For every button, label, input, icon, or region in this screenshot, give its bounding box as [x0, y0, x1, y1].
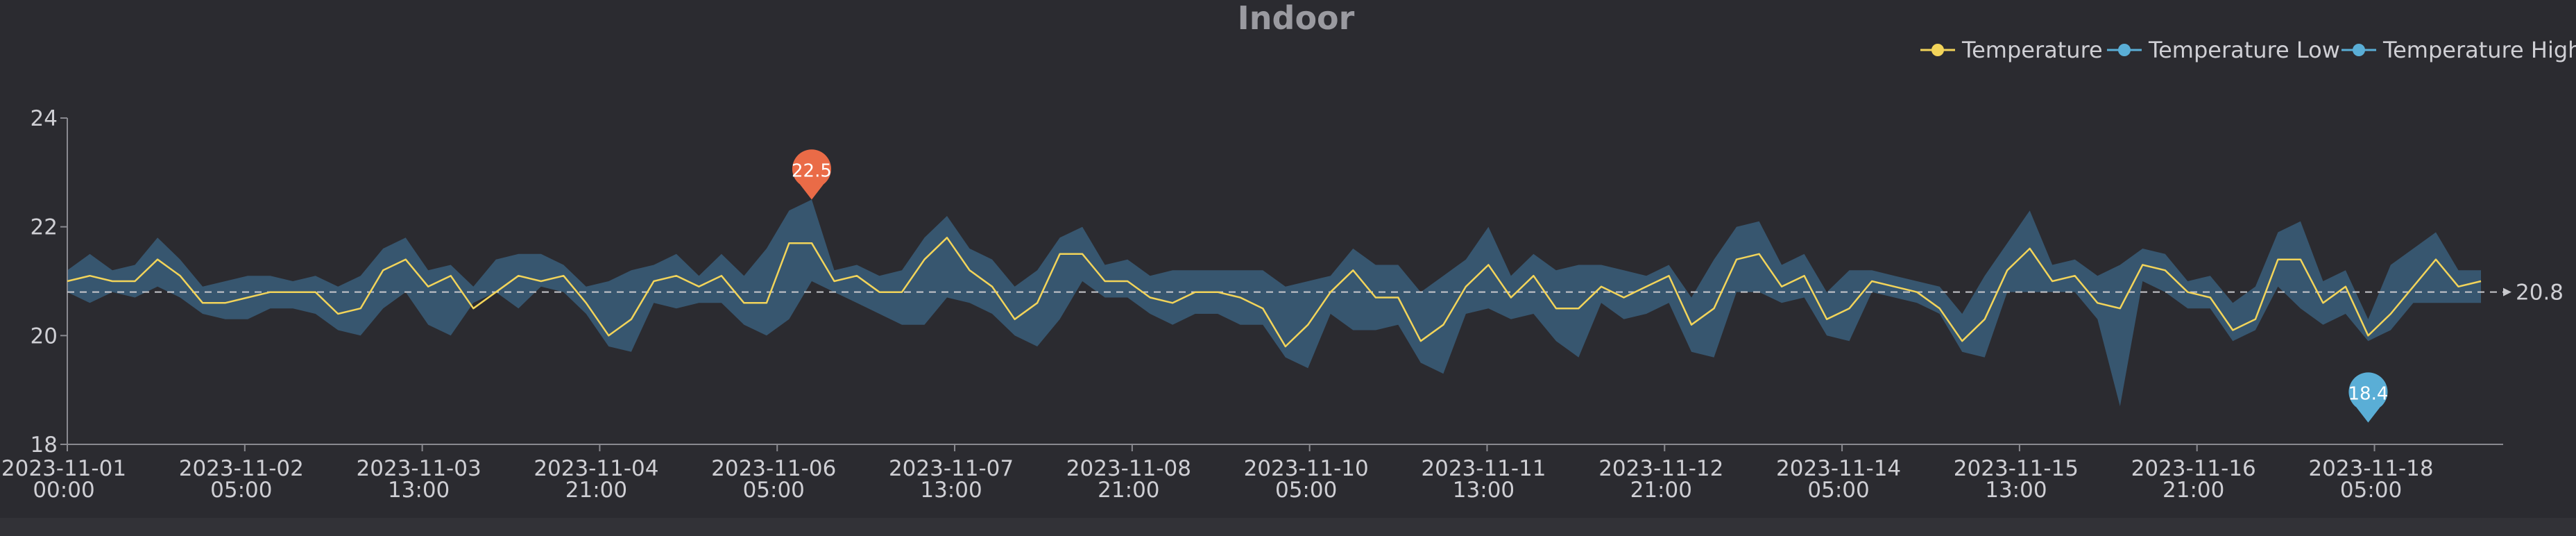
- x-tick-label-date: 2023-11-10: [1244, 456, 1369, 481]
- legend-label: Temperature: [1961, 37, 2103, 63]
- y-tick-layer: 24 22 20 18: [31, 106, 67, 458]
- x-tick-label-time: 05:00: [1275, 478, 1337, 503]
- x-tick-label-time: 21:00: [1098, 478, 1159, 503]
- x-tick-label-date: 2023-11-03: [357, 456, 481, 481]
- x-tick-label-date: 2023-11-08: [1066, 456, 1191, 481]
- x-tick-label-date: 2023-11-02: [179, 456, 304, 481]
- x-tick-label-time: 21:00: [565, 478, 627, 503]
- x-tick-layer: 2023-11-0100:002023-11-0205:002023-11-03…: [1, 444, 2434, 503]
- x-tick-label-date: 2023-11-14: [1776, 456, 1901, 481]
- x-tick-label-date: 2023-11-12: [1598, 456, 1723, 481]
- x-tick-label-time: 05:00: [2340, 478, 2402, 503]
- x-tick-label-date: 2023-11-16: [2131, 456, 2256, 481]
- x-tick-label-date: 2023-11-11: [1421, 456, 1546, 481]
- x-tick-label-date: 2023-11-15: [1954, 456, 2079, 481]
- average-line-layer: 20.8: [67, 280, 2564, 305]
- y-tick-label: 20: [31, 324, 58, 349]
- pin-shape: [2348, 372, 2388, 423]
- temperature-range-band: [67, 199, 2481, 407]
- legend-item: Temperature: [1920, 37, 2103, 63]
- legend-item: Temperature High: [2342, 37, 2576, 63]
- legend-item: Temperature Low: [2107, 37, 2340, 63]
- legend: Temperature Temperature Low Temperature Hi…: [1920, 37, 2576, 63]
- x-tick-label-date: 2023-11-06: [711, 456, 836, 481]
- range-band-layer: [67, 199, 2481, 407]
- x-tick-label-time: 05:00: [1807, 478, 1869, 503]
- y-tick-label: 24: [31, 106, 58, 131]
- x-tick-label-time: 21:00: [2163, 478, 2224, 503]
- x-tick-label-time: 13:00: [388, 478, 450, 503]
- bottom-bar: [0, 518, 2576, 536]
- temperature-line-layer: [67, 237, 2482, 348]
- pin-shape: [792, 149, 831, 200]
- pin-label: 22.5: [792, 161, 832, 182]
- temperature-line: [67, 237, 2482, 348]
- mark-point-max: 22.5: [792, 149, 832, 200]
- average-line-label: 20.8: [2516, 280, 2564, 305]
- mark-point-min: 18.4: [2348, 372, 2388, 423]
- x-tick-label-time: 05:00: [743, 478, 805, 503]
- x-tick-label-time: 13:00: [1453, 478, 1515, 503]
- x-tick-label-time: 13:00: [1985, 478, 2047, 503]
- average-line-arrow: [2503, 287, 2511, 296]
- x-tick-label-date: 2023-11-04: [534, 456, 658, 481]
- chart-title: Indoor: [1238, 0, 1355, 37]
- x-tick-label-time: 00:00: [33, 478, 94, 503]
- mark-point-layer: 22.5 18.4: [792, 149, 2388, 423]
- legend-swatch-dot: [1931, 44, 1944, 56]
- legend-label: Temperature Low: [2148, 37, 2340, 63]
- x-tick-label-date: 2023-11-18: [2308, 456, 2433, 481]
- legend-swatch-dot: [2118, 44, 2131, 56]
- pin-label: 18.4: [2348, 384, 2388, 405]
- x-tick-label-time: 13:00: [920, 478, 982, 503]
- x-tick-label-time: 21:00: [1630, 478, 1692, 503]
- x-tick-label-time: 05:00: [210, 478, 272, 503]
- legend-label: Temperature High: [2382, 37, 2576, 63]
- y-tick-label: 18: [31, 433, 58, 458]
- x-tick-label-date: 2023-11-01: [1, 456, 126, 481]
- x-tick-label-date: 2023-11-07: [889, 456, 1014, 481]
- legend-swatch-dot: [2353, 44, 2365, 56]
- y-tick-label: 22: [31, 215, 58, 240]
